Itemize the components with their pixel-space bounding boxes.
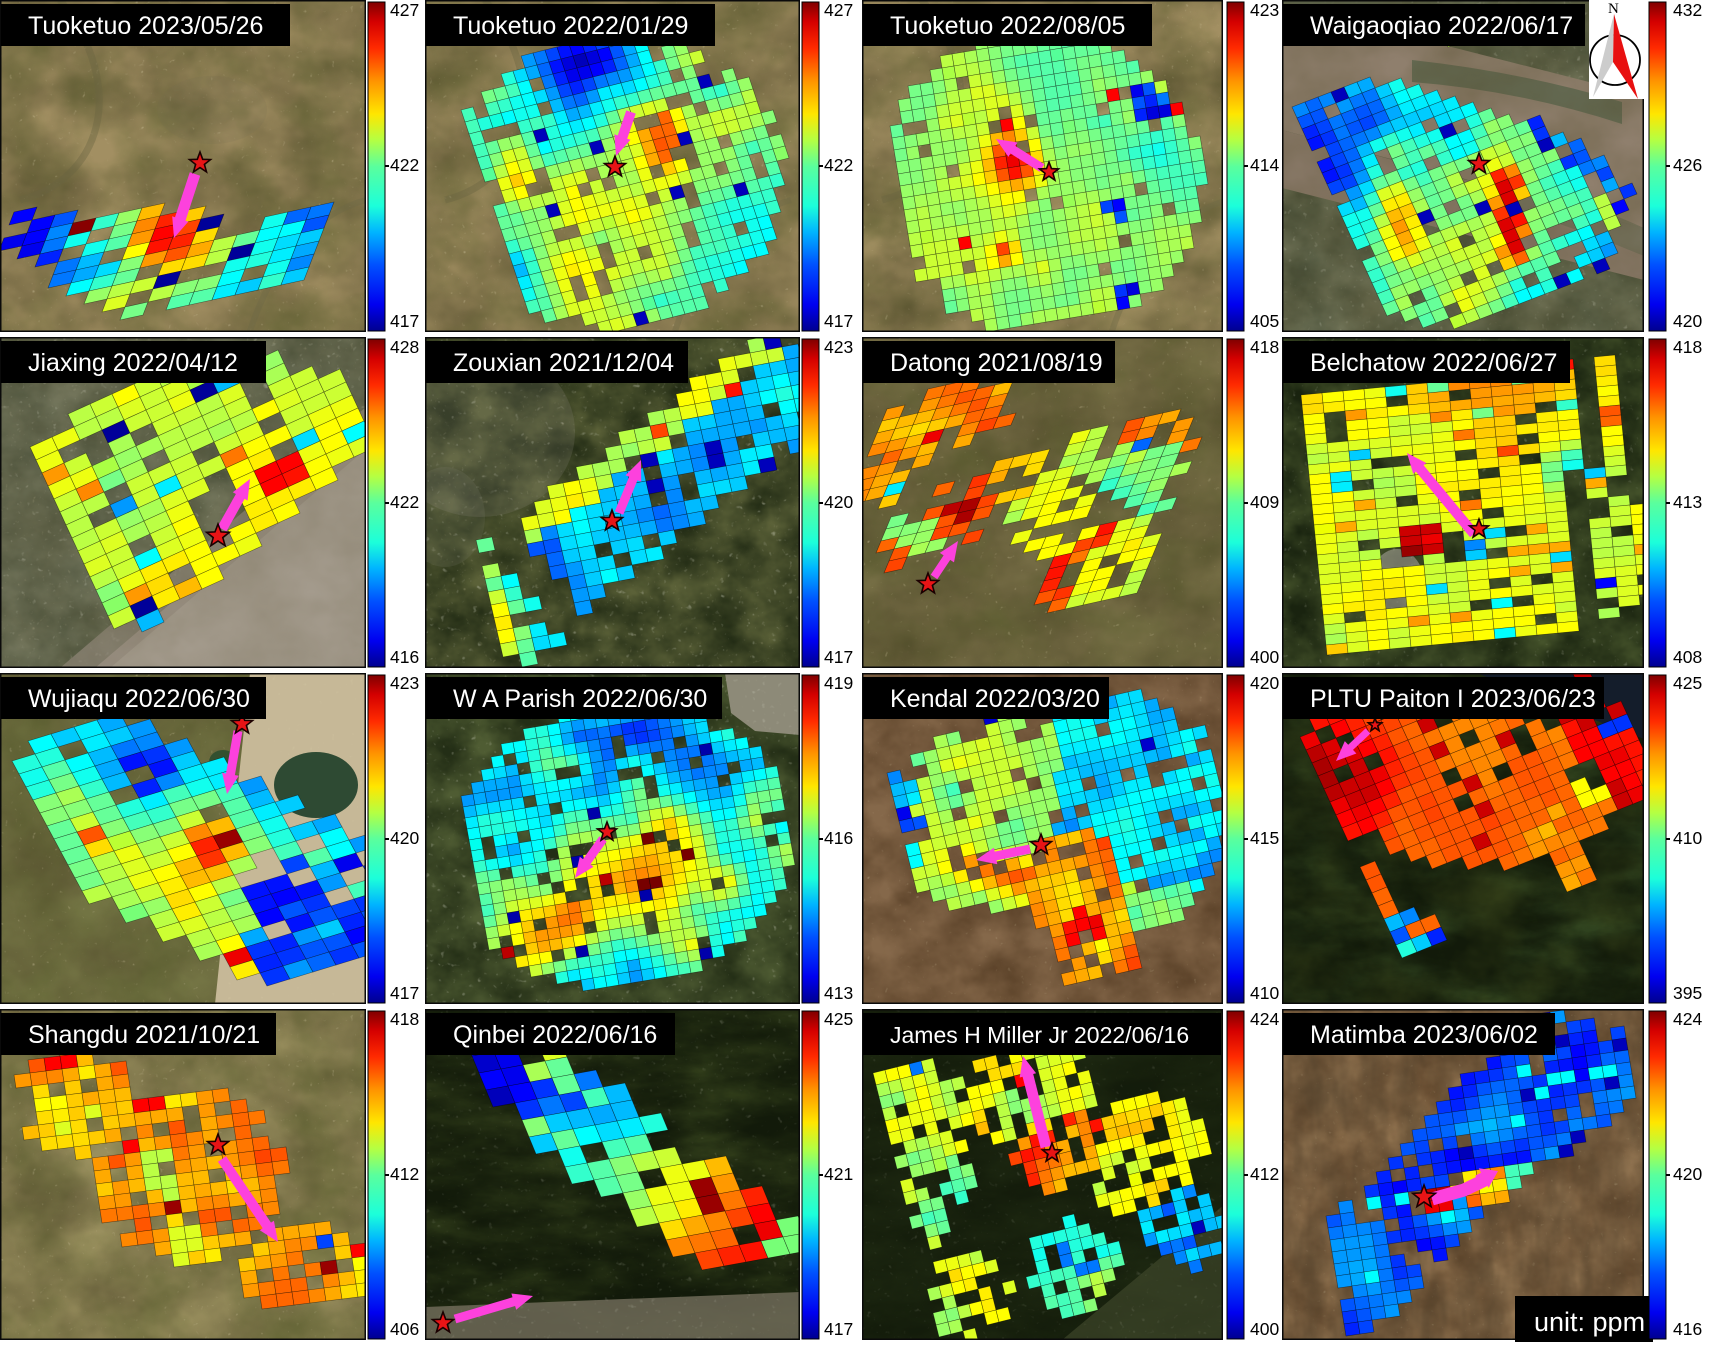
svg-text:425: 425 (824, 1009, 853, 1029)
svg-text:418: 418 (390, 1009, 419, 1029)
svg-text:427: 427 (390, 0, 419, 20)
svg-text:unit: ppm: unit: ppm (1534, 1307, 1645, 1337)
svg-text:412: 412 (1250, 1164, 1279, 1184)
svg-text:417: 417 (390, 983, 419, 1003)
svg-text:417: 417 (390, 311, 419, 331)
svg-text:422: 422 (390, 155, 419, 175)
svg-text:415: 415 (1250, 828, 1279, 848)
svg-text:400: 400 (1250, 647, 1279, 667)
svg-text:417: 417 (824, 647, 853, 667)
svg-text:409: 409 (1250, 492, 1279, 512)
svg-text:Kendal 2022/03/20: Kendal 2022/03/20 (890, 685, 1100, 713)
svg-text:405: 405 (1250, 311, 1279, 331)
svg-text:PLTU Paiton I 2023/06/23: PLTU Paiton I 2023/06/23 (1310, 685, 1596, 713)
svg-text:406: 406 (390, 1319, 419, 1339)
svg-text:416: 416 (390, 647, 419, 667)
svg-text:Tuoketuo 2023/05/26: Tuoketuo 2023/05/26 (28, 12, 263, 40)
svg-text:428: 428 (390, 337, 419, 357)
svg-text:W A Parish 2022/06/30: W A Parish 2022/06/30 (453, 685, 707, 713)
svg-text:417: 417 (824, 311, 853, 331)
svg-text:N: N (1608, 1, 1619, 17)
svg-text:400: 400 (1250, 1319, 1279, 1339)
svg-text:413: 413 (1673, 492, 1702, 512)
svg-text:Tuoketuo 2022/08/05: Tuoketuo 2022/08/05 (890, 12, 1125, 40)
svg-text:410: 410 (1673, 828, 1702, 848)
svg-text:423: 423 (1250, 0, 1279, 20)
svg-text:424: 424 (1673, 1009, 1702, 1029)
svg-text:410: 410 (1250, 983, 1279, 1003)
svg-text:395: 395 (1673, 983, 1702, 1003)
svg-text:422: 422 (824, 155, 853, 175)
svg-text:416: 416 (1673, 1319, 1702, 1339)
svg-text:Tuoketuo 2022/01/29: Tuoketuo 2022/01/29 (453, 12, 688, 40)
svg-text:420: 420 (390, 828, 419, 848)
svg-text:419: 419 (824, 673, 853, 693)
svg-text:420: 420 (1673, 311, 1702, 331)
svg-text:Belchatow 2022/06/27: Belchatow 2022/06/27 (1310, 349, 1557, 377)
svg-text:426: 426 (1673, 155, 1702, 175)
svg-text:412: 412 (390, 1164, 419, 1184)
svg-text:418: 418 (1250, 337, 1279, 357)
svg-text:Datong 2021/08/19: Datong 2021/08/19 (890, 349, 1103, 377)
svg-text:418: 418 (1673, 337, 1702, 357)
svg-text:432: 432 (1673, 0, 1702, 20)
svg-text:413: 413 (824, 983, 853, 1003)
svg-text:Shangdu 2021/10/21: Shangdu 2021/10/21 (28, 1021, 260, 1049)
svg-text:Jiaxing 2022/04/12: Jiaxing 2022/04/12 (28, 349, 238, 377)
svg-text:408: 408 (1673, 647, 1702, 667)
svg-text:424: 424 (1250, 1009, 1279, 1029)
svg-text:Waigaoqiao 2022/06/17: Waigaoqiao 2022/06/17 (1310, 12, 1573, 40)
svg-text:425: 425 (1673, 673, 1702, 693)
svg-text:420: 420 (1673, 1164, 1702, 1184)
svg-text:417: 417 (824, 1319, 853, 1339)
svg-text:Wujiaqu 2022/06/30: Wujiaqu 2022/06/30 (28, 685, 250, 713)
svg-text:420: 420 (824, 492, 853, 512)
svg-text:Matimba 2023/06/02: Matimba 2023/06/02 (1310, 1021, 1538, 1049)
svg-text:423: 423 (390, 673, 419, 693)
svg-text:414: 414 (1250, 155, 1279, 175)
svg-text:421: 421 (824, 1164, 853, 1184)
svg-text:James H Miller Jr 2022/06/16: James H Miller Jr 2022/06/16 (890, 1022, 1189, 1048)
svg-text:416: 416 (824, 828, 853, 848)
svg-text:427: 427 (824, 0, 853, 20)
svg-text:420: 420 (1250, 673, 1279, 693)
svg-text:423: 423 (824, 337, 853, 357)
svg-text:Zouxian 2021/12/04: Zouxian 2021/12/04 (453, 349, 674, 377)
svg-text:422: 422 (390, 492, 419, 512)
svg-text:Qinbei 2022/06/16: Qinbei 2022/06/16 (453, 1021, 657, 1049)
